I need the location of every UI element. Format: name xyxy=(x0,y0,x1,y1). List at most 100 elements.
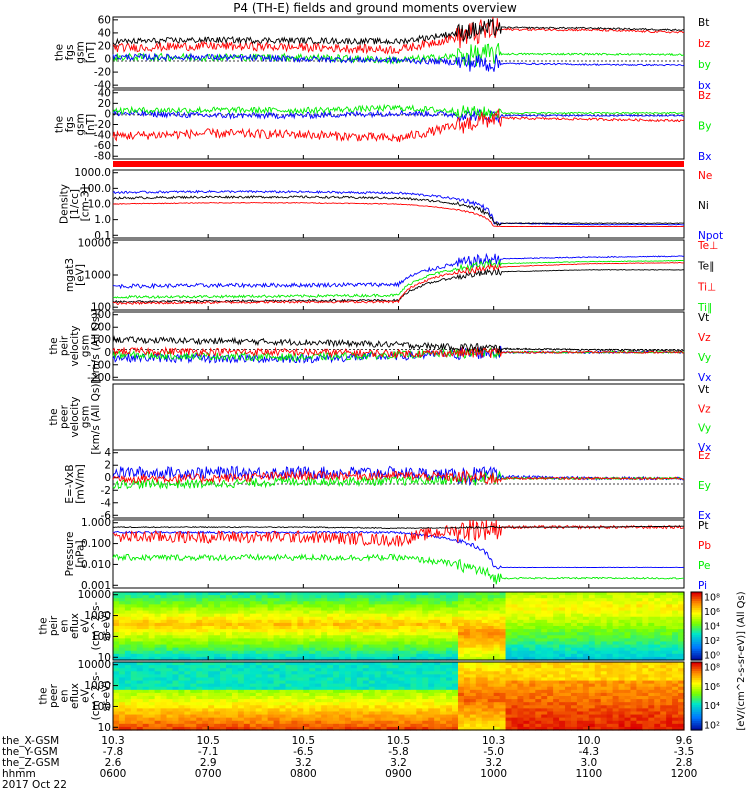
y-label-line: gsm xyxy=(80,406,92,428)
y-label-line: peer xyxy=(59,404,71,429)
x-row-label: the_X-GSM xyxy=(2,735,59,747)
y-tick-label: 1000.0 xyxy=(74,167,111,179)
legend-pressure-3: Pi xyxy=(698,580,707,592)
legend-fgs_gsm2-1: By xyxy=(698,121,711,133)
panel-frame-fgs_gsm2 xyxy=(112,89,685,160)
y-tick-label: 1000 xyxy=(84,270,111,282)
series-Pi-line xyxy=(112,530,685,570)
colorbar-tick-label: 10⁴ xyxy=(704,622,720,633)
x-row-label: 2017 Oct 22 xyxy=(2,779,67,791)
y-tick-label: 0.100 xyxy=(81,538,111,550)
y-label-line: en xyxy=(59,689,71,702)
y-tick-label: 0 xyxy=(104,472,111,484)
y-tick-label: 40 xyxy=(98,87,111,99)
series-bz-line xyxy=(112,16,685,55)
legend-pressure-2: Pe xyxy=(698,560,710,572)
x-tick-zgsm: 2.6 xyxy=(105,757,122,769)
y-label-line: [cm-3] xyxy=(80,187,92,222)
y-tick-label: 100 xyxy=(91,302,111,314)
x-tick-ygsm: -4.3 xyxy=(579,746,600,758)
series-Vt-line xyxy=(112,335,685,354)
y-tick-label: 20 xyxy=(98,40,111,52)
y-label-line: the xyxy=(53,44,65,61)
y-axis-label-efield: E=-VxB[mV/m] xyxy=(64,464,87,503)
x-tick-ygsm: -5.0 xyxy=(483,746,504,758)
legend-peir_vel-3: Vx xyxy=(698,372,711,384)
y-tick-label: 10000 xyxy=(78,659,111,671)
series-Pe-line xyxy=(112,553,684,585)
legend-pressure-0: Pt xyxy=(698,520,708,532)
y-label-line: [km/s (All Qs)] xyxy=(90,308,102,383)
legend-density-2: Npot xyxy=(698,230,723,242)
y-label-line: [mV/m] xyxy=(74,464,86,503)
y-tick-label: -40 xyxy=(94,130,111,142)
legend-pressure-1: Pb xyxy=(698,540,711,552)
y-tick-label: 0 xyxy=(104,347,111,359)
colorbar-tick-label: 10⁸ xyxy=(704,663,720,674)
y-label-line: [nPa] xyxy=(74,540,86,567)
y-label-line: eflux xyxy=(69,683,81,709)
y-tick-label: 20 xyxy=(98,98,111,110)
y-tick-label: -6 xyxy=(101,510,112,522)
y-label-line: the xyxy=(38,687,50,704)
x-tick-zgsm: 3.2 xyxy=(390,757,407,769)
legend-temperature-2: Ti⊥ xyxy=(697,281,716,293)
y-label-line: (cm^2-s- xyxy=(90,601,102,650)
x-tick-ygsm: -3.5 xyxy=(674,746,695,758)
y-label-line: en xyxy=(59,619,71,632)
y-label-line: peir xyxy=(59,335,71,356)
y-tick-label: -40 xyxy=(94,80,111,92)
flag-bar xyxy=(113,161,684,167)
y-label-line: velocity xyxy=(69,396,81,437)
y-label-line: gsm xyxy=(74,113,86,135)
y-label-line: Pressure xyxy=(64,532,76,577)
y-label-line: sr-eV) xyxy=(101,611,113,642)
y-label-line: [nT] xyxy=(85,114,97,135)
y-tick-label: 10 xyxy=(98,722,111,734)
x-row-label: the_Z-GSM xyxy=(2,757,60,769)
legend-fgs_gsm-0: Bt xyxy=(698,17,709,29)
x-tick-zgsm: 3.0 xyxy=(580,757,597,769)
x-tick-zgsm: 2.8 xyxy=(676,757,693,769)
y-tick-label: 10.0 xyxy=(88,199,111,211)
y-label-line: the xyxy=(48,337,60,354)
series-Te-line xyxy=(112,262,685,305)
y-label-line: Density xyxy=(59,184,71,224)
y-tick-label: -100 xyxy=(87,359,111,371)
legend-fgs_gsm-3: bx xyxy=(698,80,711,92)
y-label-line: the xyxy=(38,617,50,634)
y-tick-label: 60 xyxy=(98,14,111,26)
y-label-line: [1/cc] xyxy=(69,189,81,219)
y-label-line: E=-VxB xyxy=(64,464,76,503)
legend-peer_vel-1: Vz xyxy=(698,403,711,415)
series-Vy-line xyxy=(112,347,685,363)
colorbar-tick-label: 10² xyxy=(704,721,720,732)
x-tick-xgsm: 10.0 xyxy=(577,735,600,747)
y-label-line: [eV] xyxy=(74,264,86,286)
legend-temperature-0: Te⊥ xyxy=(697,240,718,252)
legend-density-0: Ne xyxy=(698,170,712,182)
legend-peir_vel-1: Vz xyxy=(698,332,711,344)
y-label-line: peer xyxy=(48,683,60,708)
y-tick-label: 100 xyxy=(91,631,111,643)
legend-peir_vel-2: Vy xyxy=(698,352,711,364)
y-label-line: the xyxy=(53,116,65,133)
y-label-line: [nT] xyxy=(85,42,97,63)
series-Bx-line xyxy=(112,108,685,124)
legend-peer_vel-3: Vx xyxy=(698,442,711,454)
y-tick-label: -20 xyxy=(94,67,111,79)
x-tick-xgsm: 10.3 xyxy=(482,735,505,747)
x-tick-zgsm: 3.2 xyxy=(295,757,312,769)
colorbar-frame xyxy=(690,591,703,661)
series-Te-line xyxy=(112,268,685,304)
y-label-line: eV xyxy=(80,618,92,632)
series-Ni-line xyxy=(112,195,685,227)
legend-peir_vel-0: Vt xyxy=(698,312,709,324)
x-tick-xgsm: 10.5 xyxy=(196,735,219,747)
